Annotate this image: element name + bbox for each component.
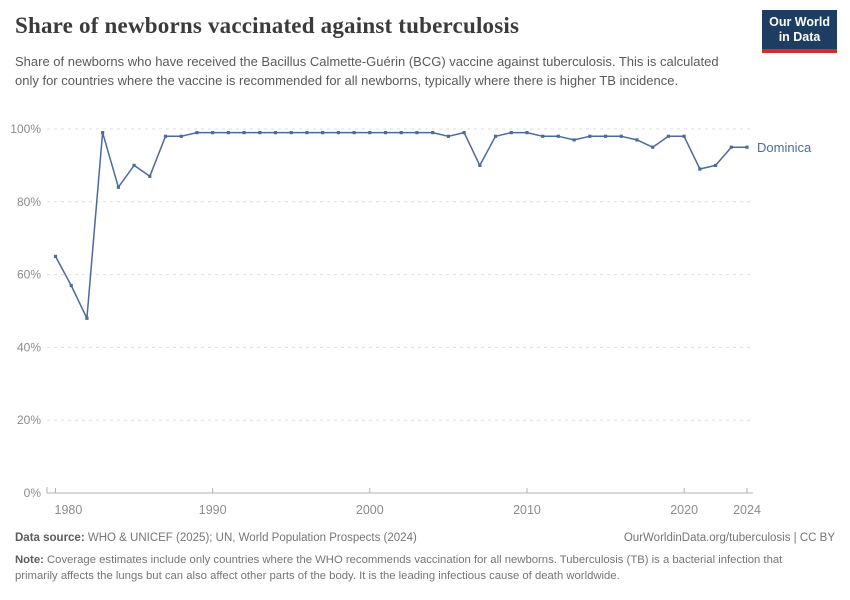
data-point[interactable] bbox=[415, 131, 419, 135]
x-tick-label: 2000 bbox=[356, 503, 384, 517]
data-point[interactable] bbox=[588, 134, 592, 138]
data-point[interactable] bbox=[179, 134, 183, 138]
data-point[interactable] bbox=[116, 185, 120, 189]
owid-logo-line2: in Data bbox=[778, 30, 821, 44]
data-point[interactable] bbox=[289, 131, 293, 135]
data-point[interactable] bbox=[69, 283, 73, 288]
data-source-text: WHO & UNICEF (2025); UN, World Populatio… bbox=[84, 532, 417, 544]
data-point[interactable] bbox=[226, 131, 230, 135]
data-point[interactable] bbox=[195, 131, 199, 135]
data-point[interactable] bbox=[258, 131, 262, 135]
data-point[interactable] bbox=[242, 131, 246, 135]
chart-footer: Data source: WHO & UNICEF (2025); UN, Wo… bbox=[15, 531, 835, 584]
data-point[interactable] bbox=[352, 131, 356, 135]
data-point[interactable] bbox=[273, 131, 278, 135]
y-tick-label: 20% bbox=[17, 413, 41, 427]
data-point[interactable] bbox=[698, 167, 702, 171]
data-point[interactable] bbox=[525, 131, 529, 135]
owid-link[interactable]: OurWorldinData.org/tuberculosis | CC BY bbox=[623, 532, 835, 544]
y-tick-label: 0% bbox=[24, 486, 42, 500]
y-tick-label: 80% bbox=[17, 195, 41, 209]
data-point[interactable] bbox=[85, 316, 89, 320]
data-point[interactable] bbox=[493, 134, 498, 138]
data-point[interactable] bbox=[651, 145, 655, 149]
data-point[interactable] bbox=[745, 145, 749, 149]
data-point[interactable] bbox=[478, 163, 482, 167]
data-point[interactable] bbox=[101, 131, 105, 135]
data-point[interactable] bbox=[321, 131, 325, 135]
data-point[interactable] bbox=[603, 134, 608, 138]
data-point[interactable] bbox=[713, 163, 718, 167]
x-tick-label: 1990 bbox=[199, 503, 227, 517]
data-point[interactable] bbox=[666, 134, 671, 138]
data-point[interactable] bbox=[148, 174, 152, 178]
data-point[interactable] bbox=[368, 131, 372, 135]
page-title: Share of newborns vaccinated against tub… bbox=[15, 13, 520, 38]
y-tick-label: 60% bbox=[17, 268, 41, 282]
data-point[interactable] bbox=[132, 163, 136, 167]
note-text: Coverage estimates include only countrie… bbox=[15, 554, 783, 582]
note-label: Note: bbox=[15, 554, 44, 566]
y-tick-label: 100% bbox=[10, 122, 41, 136]
data-point[interactable] bbox=[635, 138, 639, 142]
data-point[interactable] bbox=[729, 145, 733, 149]
data-line[interactable] bbox=[54, 131, 748, 320]
y-tick-label: 40% bbox=[17, 340, 41, 354]
owid-logo-line1: Our World bbox=[769, 15, 830, 29]
data-point[interactable] bbox=[53, 254, 58, 258]
data-point[interactable] bbox=[336, 131, 340, 135]
data-point[interactable] bbox=[619, 134, 623, 138]
data-point[interactable] bbox=[682, 134, 686, 138]
x-tick-label: 2010 bbox=[513, 503, 541, 517]
x-tick-label: 2024 bbox=[733, 503, 761, 517]
chart-subtitle: Share of newborns who have received the … bbox=[15, 54, 719, 88]
data-source: Data source: WHO & UNICEF (2025); UN, Wo… bbox=[15, 531, 417, 546]
owid-logo[interactable]: Our World in Data bbox=[762, 10, 837, 53]
data-point[interactable] bbox=[163, 134, 168, 138]
data-point[interactable] bbox=[572, 138, 576, 142]
x-tick-label: 2020 bbox=[670, 503, 698, 517]
data-point[interactable] bbox=[399, 131, 403, 135]
data-point[interactable] bbox=[305, 131, 309, 135]
entity-label[interactable]: Dominica bbox=[757, 140, 812, 156]
x-tick-label: 1980 bbox=[55, 503, 83, 517]
data-point[interactable] bbox=[211, 131, 215, 135]
data-point[interactable] bbox=[383, 131, 388, 135]
data-point[interactable] bbox=[462, 131, 466, 135]
data-point[interactable] bbox=[431, 131, 435, 135]
data-point[interactable] bbox=[556, 134, 561, 138]
data-source-label: Data source: bbox=[15, 532, 85, 544]
data-point[interactable] bbox=[509, 131, 513, 135]
data-point[interactable] bbox=[541, 134, 545, 138]
data-point[interactable] bbox=[446, 134, 450, 138]
